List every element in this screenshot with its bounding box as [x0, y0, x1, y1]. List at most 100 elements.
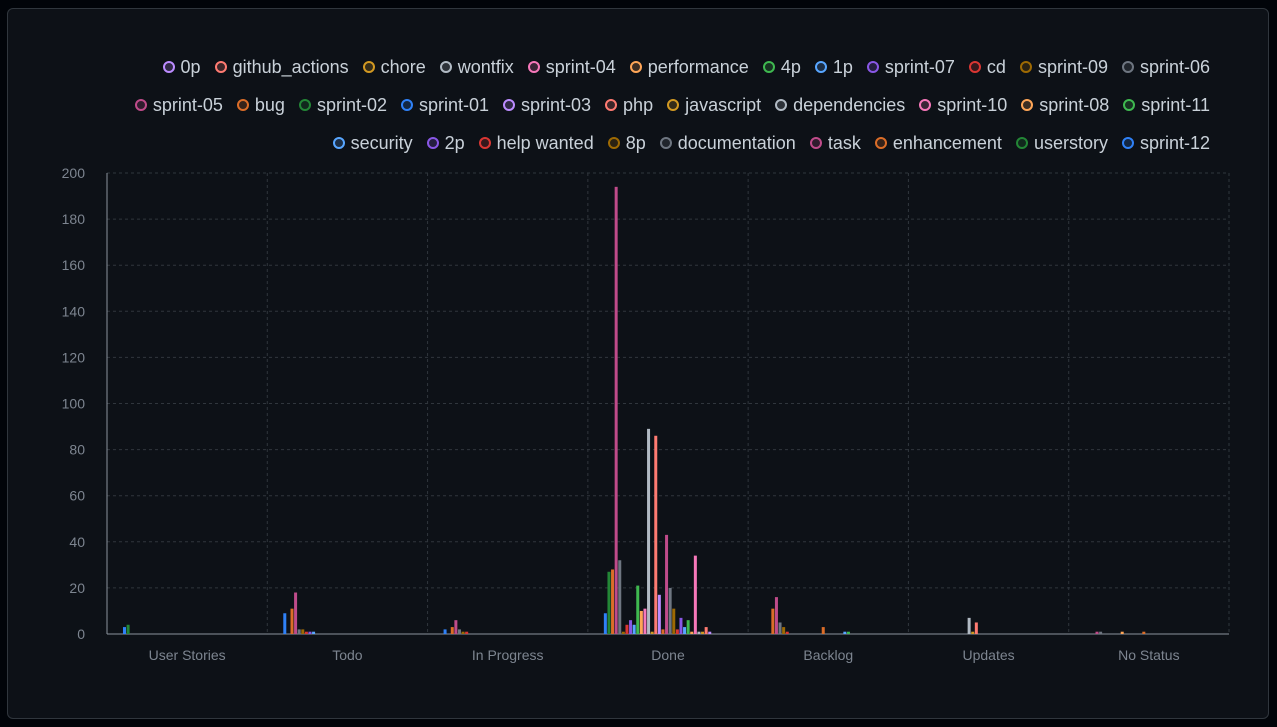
bar[interactable]	[843, 631, 847, 634]
bar[interactable]	[465, 631, 469, 634]
bar[interactable]	[782, 627, 786, 634]
legend-item[interactable]: 1p	[814, 56, 853, 78]
bar[interactable]	[701, 631, 705, 634]
bar[interactable]	[668, 587, 672, 634]
legend-label: sprint-08	[1039, 94, 1110, 115]
bar[interactable]	[629, 620, 633, 634]
bar[interactable]	[618, 560, 622, 634]
bar[interactable]	[672, 608, 676, 634]
legend-item[interactable]: 2p	[426, 132, 465, 154]
bar[interactable]	[126, 624, 130, 634]
bar[interactable]	[304, 631, 308, 634]
legend-label: task	[827, 132, 861, 153]
bar[interactable]	[461, 631, 465, 634]
legend-item[interactable]: sprint-06	[1121, 56, 1210, 78]
legend-item[interactable]: javascript	[667, 94, 761, 116]
legend-item[interactable]: sprint-01	[400, 94, 489, 116]
bar[interactable]	[708, 631, 712, 634]
bar[interactable]	[621, 631, 625, 634]
bar[interactable]	[971, 631, 975, 634]
legend-item[interactable]: sprint-03	[503, 94, 591, 116]
legend-item[interactable]: task	[809, 132, 861, 154]
bar[interactable]	[1099, 631, 1103, 634]
bar[interactable]	[647, 428, 651, 634]
bar[interactable]	[686, 620, 690, 634]
bar[interactable]	[312, 631, 316, 634]
bar[interactable]	[290, 608, 294, 634]
legend-item[interactable]: sprint-05	[134, 94, 223, 116]
bar[interactable]	[632, 624, 636, 634]
legend-item[interactable]: github_actions	[214, 56, 349, 78]
bar[interactable]	[123, 627, 126, 634]
bar[interactable]	[443, 629, 447, 634]
bar[interactable]	[1095, 631, 1099, 634]
bar[interactable]	[450, 627, 454, 634]
bar[interactable]	[283, 613, 287, 634]
bar[interactable]	[675, 629, 679, 634]
legend-item[interactable]: security	[332, 132, 413, 154]
bar[interactable]	[625, 624, 629, 634]
bar[interactable]	[607, 571, 611, 634]
legend-label: 8p	[625, 132, 646, 153]
legend-item[interactable]: 0p	[162, 56, 201, 78]
bar[interactable]	[308, 631, 312, 634]
bar[interactable]	[665, 534, 669, 634]
bar[interactable]	[643, 608, 647, 634]
legend-item[interactable]: userstory	[1015, 132, 1108, 154]
bar[interactable]	[771, 608, 775, 634]
legend-item[interactable]: documentation	[659, 132, 796, 154]
bar[interactable]	[683, 627, 687, 634]
legend-item[interactable]: chore	[362, 56, 426, 78]
bar[interactable]	[846, 631, 850, 634]
bar[interactable]	[297, 629, 301, 634]
bar[interactable]	[693, 555, 697, 634]
legend-item[interactable]: sprint-11	[1123, 94, 1210, 116]
bar[interactable]	[301, 629, 305, 634]
legend-item[interactable]: sprint-12	[1121, 132, 1210, 154]
bar[interactable]	[1142, 631, 1146, 634]
bar[interactable]	[774, 597, 778, 634]
legend-item[interactable]: bug	[236, 94, 285, 116]
bar[interactable]	[679, 617, 683, 634]
legend-swatch	[607, 137, 620, 149]
bar[interactable]	[778, 622, 782, 634]
legend-item[interactable]: help wanted	[478, 132, 594, 154]
bar[interactable]	[294, 592, 298, 634]
legend-item[interactable]: 8p	[607, 132, 646, 154]
legend-item[interactable]: sprint-09	[1019, 56, 1108, 78]
legend-item[interactable]: cd	[968, 56, 1006, 78]
legend-item[interactable]: php	[605, 94, 653, 116]
legend-item[interactable]: enhancement	[874, 132, 1002, 154]
legend-item[interactable]: sprint-07	[866, 56, 955, 78]
bar[interactable]	[1120, 631, 1124, 634]
bar[interactable]	[614, 186, 618, 634]
legend-item[interactable]: sprint-10	[919, 94, 1007, 116]
legend-item[interactable]: wontfix	[439, 56, 514, 78]
bar[interactable]	[457, 629, 461, 634]
bar[interactable]	[704, 627, 708, 634]
bar[interactable]	[974, 622, 978, 634]
legend-item[interactable]: 4p	[762, 56, 801, 78]
bar[interactable]	[611, 569, 615, 634]
bar[interactable]	[821, 627, 825, 634]
bar[interactable]	[454, 620, 458, 634]
bar[interactable]	[697, 631, 701, 634]
x-tick-label: Todo	[332, 647, 363, 663]
legend-label: documentation	[677, 132, 796, 153]
bar[interactable]	[603, 613, 607, 634]
bar[interactable]	[639, 610, 643, 634]
legend-item[interactable]: sprint-02	[298, 94, 387, 116]
bar[interactable]	[657, 594, 661, 634]
legend-item[interactable]: performance	[629, 56, 749, 78]
bar[interactable]	[650, 631, 654, 634]
bar[interactable]	[785, 631, 789, 634]
bar[interactable]	[636, 585, 640, 634]
legend-label: performance	[647, 56, 749, 77]
legend-item[interactable]: sprint-08	[1021, 94, 1109, 116]
bar[interactable]	[661, 629, 665, 634]
legend-item[interactable]: sprint-04	[527, 56, 616, 78]
bar[interactable]	[967, 617, 971, 634]
legend-item[interactable]: dependencies	[775, 94, 905, 116]
bar[interactable]	[690, 631, 694, 634]
bar[interactable]	[654, 435, 658, 634]
